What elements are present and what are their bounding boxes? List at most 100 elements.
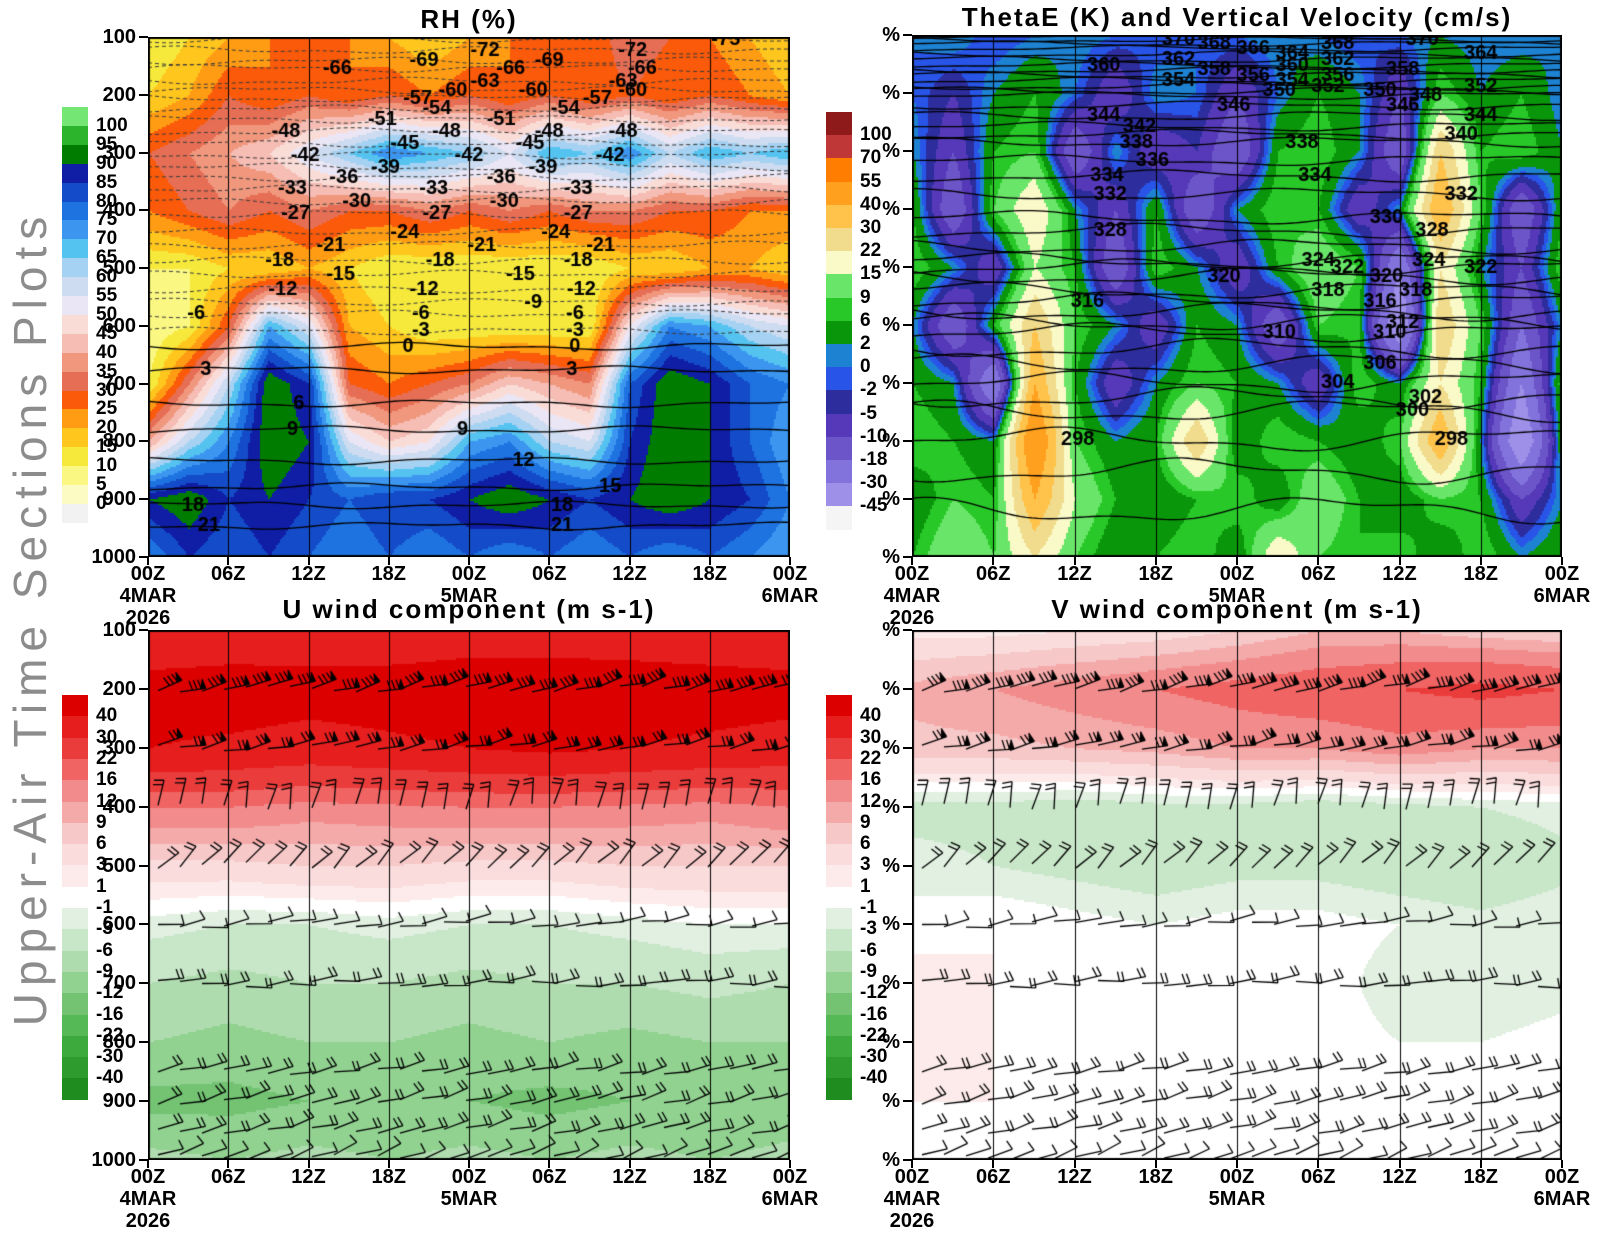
- x-axis-tick: [227, 1160, 230, 1168]
- date-label: 6MAR: [761, 1188, 819, 1210]
- colorbar-label: -10: [860, 425, 888, 447]
- colorbar-label: 55: [96, 285, 118, 306]
- x-axis-tick: [1561, 1160, 1563, 1168]
- x-axis-tick: [1154, 557, 1157, 565]
- time-tick-label: 00Z: [130, 1166, 166, 1188]
- colorbar-swatch: [62, 737, 88, 760]
- colorbar-swatch: [826, 822, 852, 845]
- x-axis-tick: [911, 557, 913, 565]
- colorbar-label: -12: [860, 982, 888, 1004]
- pressure-tick-label: 300: [102, 141, 136, 164]
- time-tick-label: 06Z: [532, 1166, 567, 1188]
- colorbar-swatch: [826, 158, 852, 183]
- y-axis-tick: [903, 1159, 912, 1161]
- x-axis-tick: [307, 1160, 310, 1168]
- colorbar-label: 16: [96, 769, 118, 791]
- colorbar-label: 22: [96, 747, 118, 769]
- percent-tick-label: %: [882, 1149, 900, 1171]
- colorbar-label: -40: [860, 1067, 888, 1089]
- percent-tick-label: %: [882, 677, 900, 700]
- colorbar-swatch: [826, 801, 852, 824]
- percent-tick-label: %: [882, 972, 900, 995]
- colorbar-swatch: [62, 485, 88, 505]
- y-axis-tick: [903, 556, 912, 558]
- colorbar-swatch: [826, 483, 852, 507]
- pressure-tick-label: 100: [102, 619, 136, 641]
- x-axis-tick: [548, 1160, 551, 1168]
- colorbar-label: 70: [96, 228, 118, 250]
- colorbar-swatch: [826, 413, 852, 438]
- colorbar-swatch: [826, 865, 852, 888]
- x-axis-tick: [1398, 1160, 1401, 1168]
- pressure-tick-label: 500: [102, 854, 136, 877]
- pressure-tick-label: 1000: [91, 1149, 137, 1171]
- date-label: 2026: [889, 1210, 935, 1232]
- colorbar-swatch: [62, 466, 88, 486]
- percent-tick-label: %: [882, 256, 900, 278]
- colorbar-swatch: [826, 1078, 852, 1101]
- colorbar-swatch: [826, 251, 852, 275]
- colorbar-label: 20: [96, 417, 118, 439]
- colorbar-swatch: [826, 112, 852, 136]
- vertical-page-label: Upper-Air Time Sections Plots: [4, 209, 56, 1027]
- time-tick-label: 12Z: [612, 563, 647, 585]
- x-axis-tick: [1398, 557, 1401, 565]
- colorbar-label: -5: [860, 402, 877, 424]
- pressure-tick-label: 700: [102, 972, 136, 995]
- colorbar-swatch: [62, 716, 88, 739]
- time-tick-label: 12Z: [612, 1166, 647, 1188]
- x-axis-tick: [387, 1160, 390, 1168]
- thetae-panel-title: ThetaE (K) and Vertical Velocity (cm/s): [961, 2, 1513, 32]
- time-tick-label: 00Z: [1544, 1166, 1580, 1188]
- colorbar-label: 50: [96, 303, 118, 325]
- colorbar-label: 40: [860, 193, 882, 215]
- colorbar-swatch: [826, 971, 852, 994]
- y-axis-tick: [139, 324, 148, 327]
- percent-tick-label: %: [882, 736, 900, 759]
- date-label: 5MAR: [440, 585, 498, 607]
- time-tick-label: 18Z: [371, 563, 406, 585]
- thetae-plot-canvas: [912, 35, 1562, 557]
- colorbar-swatch: [62, 865, 88, 888]
- x-axis-tick: [1236, 557, 1238, 565]
- rh-panel-title: RH (%): [420, 4, 518, 34]
- y-axis-tick: [139, 151, 148, 154]
- x-axis-tick: [992, 557, 995, 565]
- colorbar-swatch: [62, 277, 88, 297]
- date-label: 6MAR: [1533, 585, 1591, 607]
- colorbar-swatch: [826, 181, 852, 206]
- colorbar-label: 9: [860, 811, 871, 833]
- pressure-tick-label: 300: [102, 736, 136, 759]
- x-axis-tick: [1479, 557, 1482, 565]
- colorbar-label: -9: [860, 960, 877, 982]
- time-tick-label: 00Z: [894, 563, 930, 585]
- colorbar-label: -22: [96, 1024, 124, 1046]
- pressure-tick-label: 200: [102, 677, 136, 700]
- colorbar-label: -30: [860, 1046, 888, 1068]
- y-axis-tick: [903, 687, 912, 690]
- rh-plot-canvas: [148, 37, 790, 557]
- v-wind-plot-canvas: [912, 630, 1562, 1160]
- x-axis-tick: [387, 557, 390, 565]
- colorbar-label: 0: [96, 492, 107, 514]
- colorbar-label: -1: [96, 897, 113, 918]
- colorbar-swatch: [826, 367, 852, 391]
- colorbar-label: 40: [96, 705, 118, 727]
- x-axis-tick: [468, 557, 470, 565]
- y-axis-tick: [139, 209, 148, 212]
- colorbar-swatch: [62, 239, 88, 259]
- colorbar-swatch: [826, 1014, 852, 1037]
- colorbar-label: 12: [96, 790, 118, 812]
- colorbar-swatch: [62, 333, 88, 354]
- pressure-tick-label: 900: [102, 488, 136, 511]
- colorbar-swatch: [62, 929, 88, 952]
- date-label: 2026: [125, 1210, 171, 1232]
- colorbar-label: -45: [860, 495, 888, 517]
- x-axis-tick: [1073, 1160, 1076, 1168]
- colorbar-swatch: [62, 409, 88, 429]
- y-axis-tick: [903, 864, 912, 867]
- y-axis-tick: [903, 746, 912, 749]
- colorbar-swatch: [62, 296, 88, 316]
- colorbar-swatch: [62, 844, 88, 866]
